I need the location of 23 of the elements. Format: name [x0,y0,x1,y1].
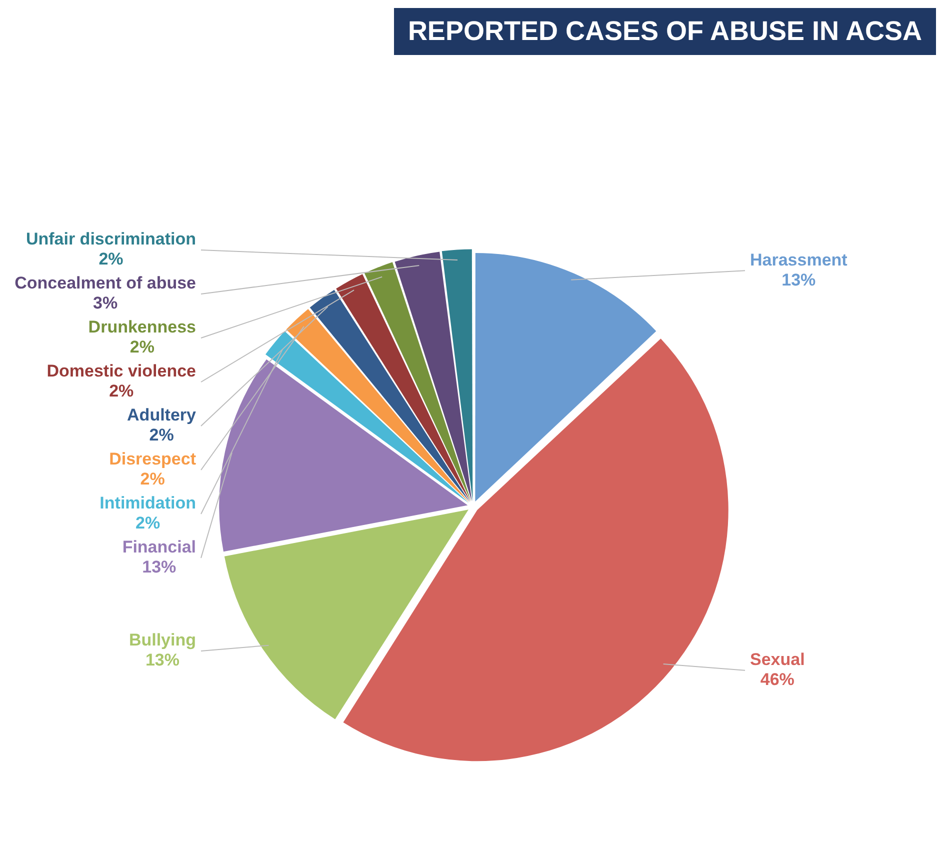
slice-label: Drunkenness [88,318,196,337]
data-label: 2% [140,470,165,489]
data-label: 13% [142,558,176,577]
slice-label: Bullying [128,630,196,650]
data-label: 2% [130,338,154,357]
data-label: 2% [98,250,124,269]
data-label: 2% [136,514,160,533]
slice-label: Sexual [750,650,805,670]
slice-label: Harassment [750,250,848,270]
data-label: 2% [109,382,134,401]
data-label: 13% [782,270,816,290]
slice-label: Unfair discrimination [26,230,196,249]
slice-label: Adultery [127,406,197,425]
chart-title: REPORTED CASES OF ABUSE IN ACSA [394,8,936,55]
data-label: 2% [149,426,174,445]
slice-label: Disrespect [109,450,196,469]
slice-label: Financial [122,538,196,557]
data-label: 13% [145,650,180,670]
slice-label: Concealment of abuse [14,274,196,293]
data-label: 46% [760,670,794,690]
data-label: 3% [93,294,118,313]
slice-label: Domestic violence [46,362,196,381]
slice-label: Intimidation [100,494,196,513]
